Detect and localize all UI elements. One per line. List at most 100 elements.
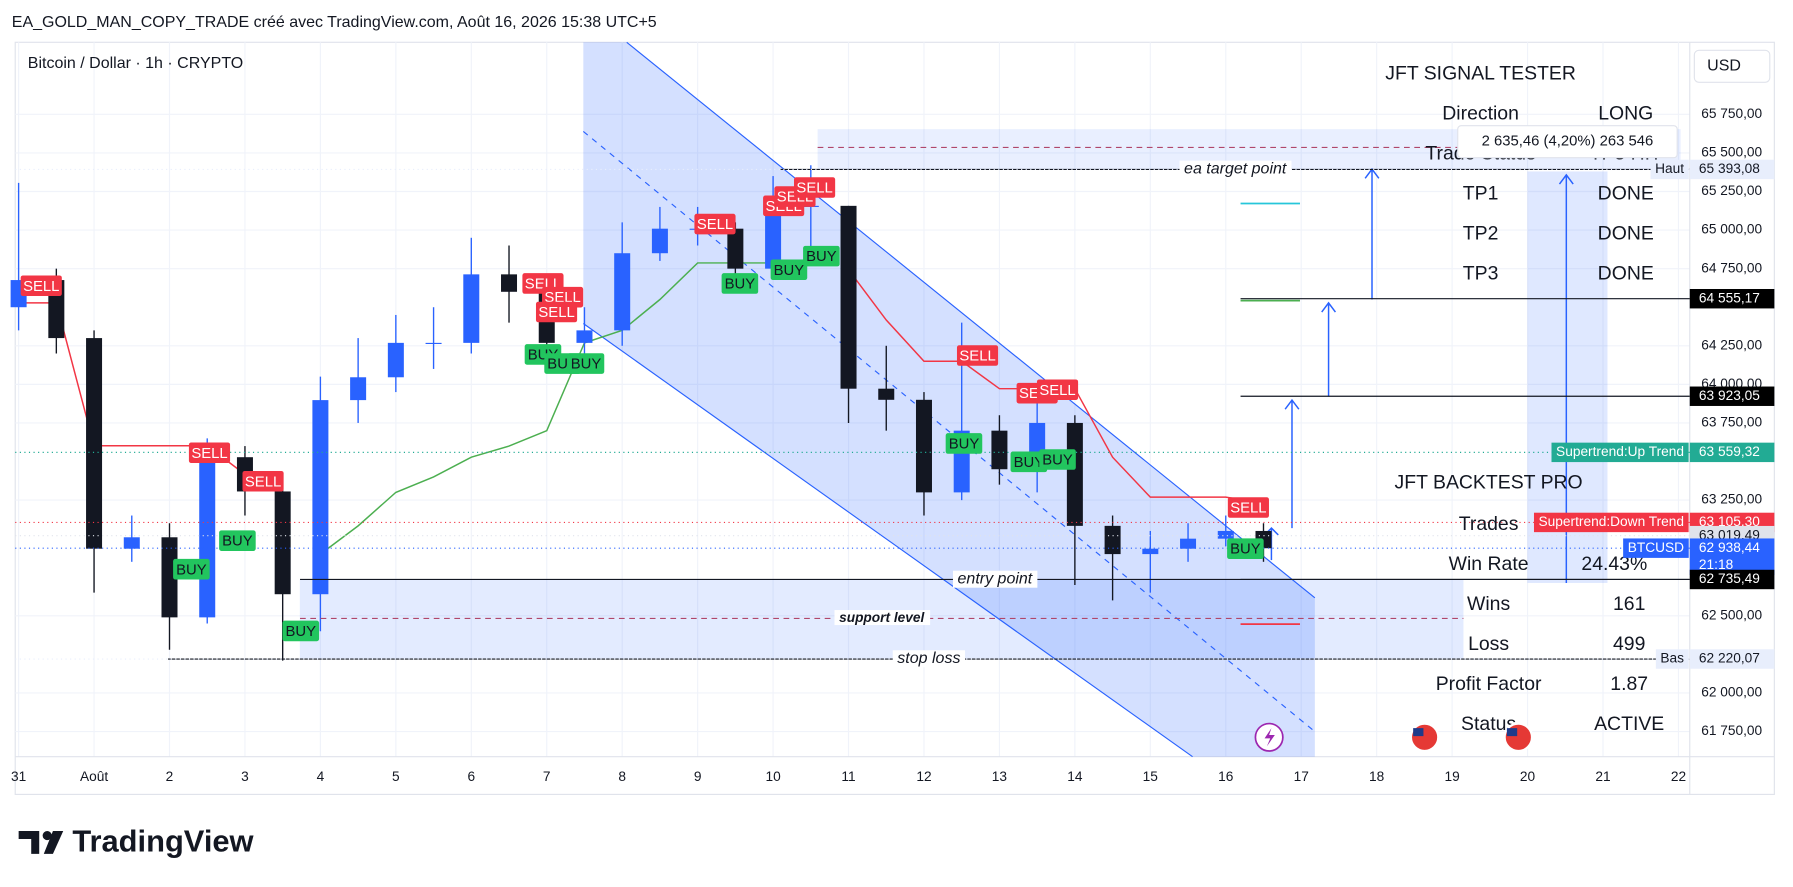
candle-body bbox=[1066, 422, 1083, 526]
row-value: DONE bbox=[1598, 182, 1654, 204]
level-label: entry point bbox=[958, 571, 1033, 588]
currency-button[interactable] bbox=[1693, 49, 1771, 83]
signal-box bbox=[282, 620, 320, 642]
price-label: 63 105,30 bbox=[1699, 514, 1760, 529]
signal-box bbox=[567, 353, 605, 374]
y-tick-label: 62 000,00 bbox=[1701, 685, 1762, 700]
x-tick-label: 18 bbox=[1369, 769, 1385, 784]
price-tag-box bbox=[1533, 512, 1689, 533]
price-label-box bbox=[1689, 649, 1775, 669]
signal-label: SELL bbox=[697, 217, 733, 233]
signal-label: SELL bbox=[245, 474, 281, 490]
candle-body bbox=[1217, 530, 1234, 539]
row-label: Status bbox=[1461, 713, 1516, 735]
channel-edge bbox=[582, 323, 1193, 758]
header-title: EA_GOLD_MAN_COPY_TRADE créé avec Trading… bbox=[12, 14, 657, 31]
x-tick-label: 15 bbox=[1143, 769, 1159, 784]
signal-box bbox=[242, 470, 284, 492]
x-tick-label: Août bbox=[80, 769, 108, 784]
row-value: 24.43% bbox=[1581, 553, 1647, 575]
x-tick-label: 20 bbox=[1520, 769, 1536, 784]
candle-body bbox=[1142, 548, 1159, 555]
candle-body bbox=[915, 399, 932, 493]
backtest: JFT BACKTEST PRO Trades Win Rate 24.43% … bbox=[1395, 472, 1665, 735]
level-label: ea target point bbox=[1184, 161, 1287, 178]
row-value: 161 bbox=[1613, 593, 1645, 615]
price-label-box bbox=[1689, 442, 1775, 463]
channel-edge bbox=[626, 41, 1316, 599]
symbol-title: Bitcoin / Dollar · 1h · CRYPTO bbox=[28, 55, 243, 72]
x-tick-label: 10 bbox=[765, 769, 781, 784]
signal-label: BUY bbox=[222, 534, 253, 550]
y-tick-label: 65 750,00 bbox=[1701, 106, 1762, 121]
footer-logo: TradingView bbox=[18, 824, 255, 859]
logo-mark bbox=[42, 830, 52, 841]
candle-body bbox=[614, 253, 631, 331]
x-tick-label: 16 bbox=[1218, 769, 1234, 784]
y-tick-label: 65 250,00 bbox=[1701, 183, 1762, 198]
x-tick-label: 22 bbox=[1671, 769, 1686, 784]
y-tick-label: 62 500,00 bbox=[1701, 607, 1762, 622]
currency[interactable]: USD bbox=[1707, 58, 1741, 75]
signal-box bbox=[20, 275, 62, 297]
row-label: TP1 bbox=[1463, 182, 1499, 204]
row-value: 1.87 bbox=[1610, 673, 1648, 695]
row-value: LONG bbox=[1598, 102, 1653, 124]
row-value: DONE bbox=[1598, 262, 1654, 284]
price-label: 62 735,49 bbox=[1699, 571, 1760, 586]
x-tick-label: 19 bbox=[1444, 769, 1459, 784]
signal-label: SELL bbox=[1230, 501, 1266, 517]
row-label: TP3 bbox=[1463, 262, 1499, 284]
price-label: 64 555,17 bbox=[1699, 290, 1760, 305]
candle-body bbox=[576, 330, 593, 343]
signal-box bbox=[1227, 497, 1269, 518]
candle-body bbox=[425, 342, 442, 345]
y-tick-label: 63 750,00 bbox=[1701, 415, 1762, 430]
y-tick-label: 64 750,00 bbox=[1701, 260, 1762, 275]
flag-canton bbox=[1413, 728, 1424, 737]
x-tick-label: 12 bbox=[916, 769, 931, 784]
price-tag: Supertrend:Down Trend bbox=[1539, 514, 1685, 529]
candle-body bbox=[727, 228, 744, 269]
y-tick-label: 65 500,00 bbox=[1701, 145, 1762, 160]
signal-label: SELL bbox=[191, 446, 227, 462]
level-label: support level bbox=[839, 610, 925, 625]
price-label: 63 559,32 bbox=[1699, 444, 1760, 459]
tooltip: 2 635,46 (4,20%) 263 546 bbox=[1482, 134, 1654, 150]
candle-body bbox=[199, 457, 216, 618]
y-tick-label: 61 750,00 bbox=[1701, 723, 1762, 738]
signal-box bbox=[694, 213, 736, 235]
x-tick-label: 17 bbox=[1294, 769, 1309, 784]
signal-label: BUY bbox=[1230, 542, 1261, 558]
signal-box bbox=[794, 177, 836, 198]
channel-mid bbox=[582, 131, 1316, 732]
flag-icon[interactable] bbox=[1409, 722, 1440, 753]
x-tick-label: 3 bbox=[241, 769, 249, 784]
signal-box bbox=[1039, 449, 1076, 470]
signal-box bbox=[721, 273, 759, 294]
signal-label: BUY bbox=[774, 263, 805, 279]
x-tick-label: 6 bbox=[467, 769, 475, 784]
y-tick-label: 63 250,00 bbox=[1701, 492, 1762, 507]
price-tag: BTCUSD bbox=[1628, 540, 1684, 555]
x-tick-label: 4 bbox=[317, 769, 325, 784]
x-tick-label: 5 bbox=[392, 769, 400, 784]
signal-label: BUY bbox=[725, 277, 756, 293]
candle-body bbox=[387, 342, 404, 378]
row-value: DONE bbox=[1598, 222, 1654, 244]
price-tag-box bbox=[1551, 442, 1689, 463]
signal-label: BUY bbox=[286, 624, 317, 640]
panel-title: JFT BACKTEST PRO bbox=[1395, 472, 1583, 494]
tooltip-box bbox=[1457, 125, 1678, 159]
signal-label: BUY bbox=[176, 562, 207, 578]
flag-icon[interactable] bbox=[1503, 722, 1534, 753]
price-tag-box bbox=[1655, 649, 1689, 669]
lightning bbox=[1264, 728, 1275, 747]
candle-body bbox=[1180, 538, 1197, 549]
signal-label: SELL bbox=[1039, 383, 1075, 399]
price-label-box bbox=[1689, 569, 1775, 590]
panel-title: JFT SIGNAL TESTER bbox=[1385, 62, 1576, 84]
signal-box bbox=[188, 442, 231, 464]
